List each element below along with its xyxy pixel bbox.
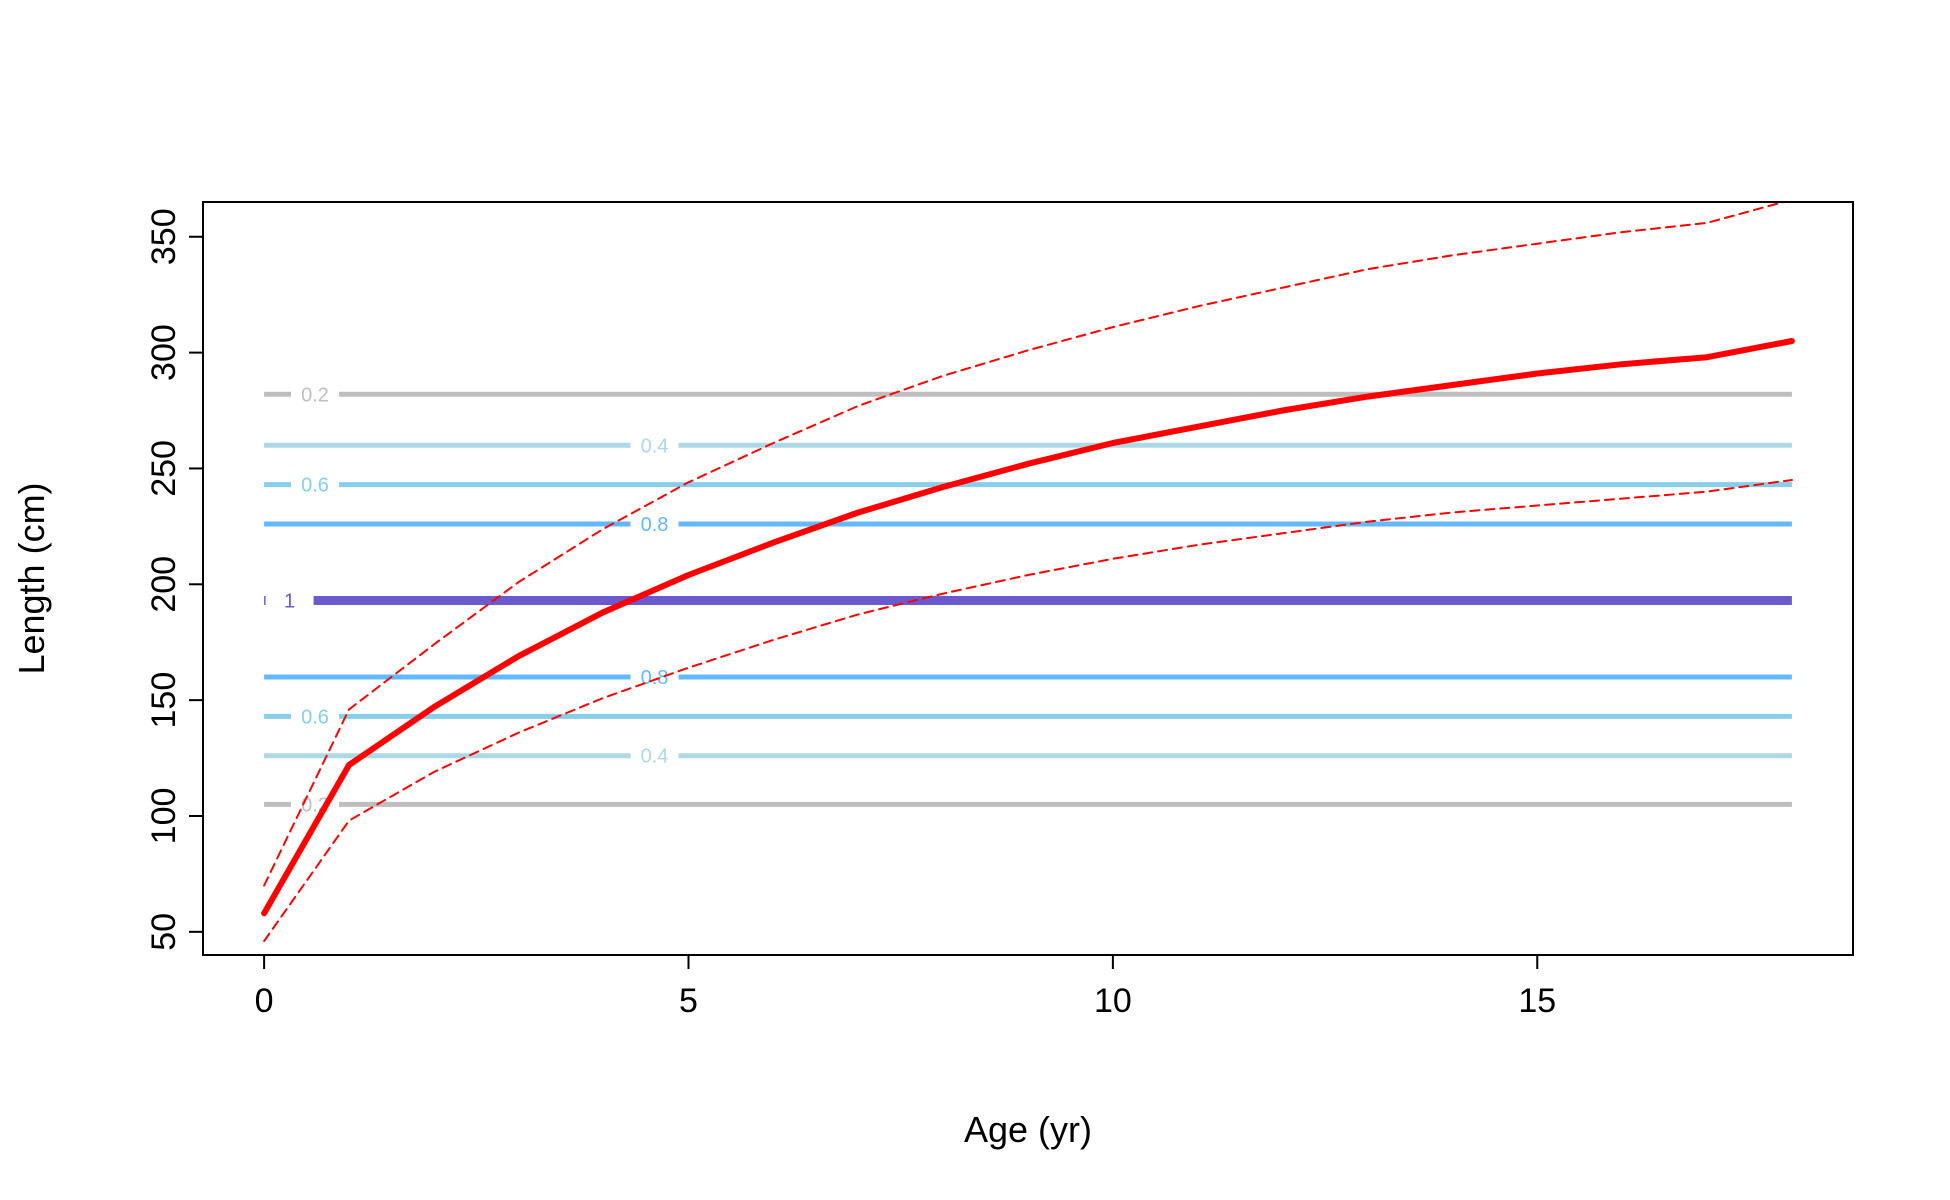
contour-line: 0.6 (264, 706, 1792, 728)
mean-length-line (261, 338, 1795, 917)
y-tick-label: 100 (145, 788, 183, 845)
contour-label: 0.8 (641, 667, 669, 689)
contour-label: 0.4 (641, 746, 669, 768)
contour-label: 0.2 (301, 384, 329, 406)
x-tick-label: 10 (1094, 982, 1132, 1020)
contour-label: 0.4 (641, 435, 669, 457)
contour-line: 1 (264, 591, 1792, 613)
y-tick-label: 150 (145, 672, 183, 729)
x-tick-label: 15 (1518, 982, 1556, 1020)
contour-line: 0.8 (264, 667, 1792, 689)
upper-length-line (263, 202, 1788, 887)
lower-length-line (263, 479, 1793, 943)
x-tick-label: 5 (679, 982, 698, 1020)
contour-label: 0.8 (641, 514, 669, 536)
growth-series (261, 202, 1795, 943)
contour-line: 0.8 (264, 514, 1792, 536)
y-axis: 50 100 150 200 250 300 350 (145, 208, 204, 951)
contour-label: 0.6 (301, 706, 329, 728)
y-tick-label: 200 (145, 556, 183, 613)
contour-label: 0.6 (301, 475, 329, 497)
contour-line: 0.4 (264, 746, 1792, 768)
contour-lines: 0.2 0.4 0.6 0.8 1 0.8 0.6 0.4 0.2 (264, 384, 1792, 816)
contour-line: 0.2 (264, 794, 1792, 816)
contour-label: 1 (284, 591, 295, 613)
x-axis-title: Age (yr) (964, 1109, 1092, 1150)
y-tick-label: 250 (145, 440, 183, 497)
contour-line: 0.2 (264, 384, 1792, 406)
plot-frame (202, 201, 1854, 956)
x-axis: 0 5 10 15 (255, 954, 1556, 1020)
y-tick-label: 50 (145, 913, 183, 951)
contour-line: 0.6 (264, 475, 1792, 497)
y-axis-title: Length (cm) (11, 482, 52, 674)
contour-line: 0.4 (264, 435, 1792, 457)
y-tick-label: 300 (145, 324, 183, 381)
x-tick-label: 0 (255, 982, 274, 1020)
y-tick-label: 350 (145, 208, 183, 265)
